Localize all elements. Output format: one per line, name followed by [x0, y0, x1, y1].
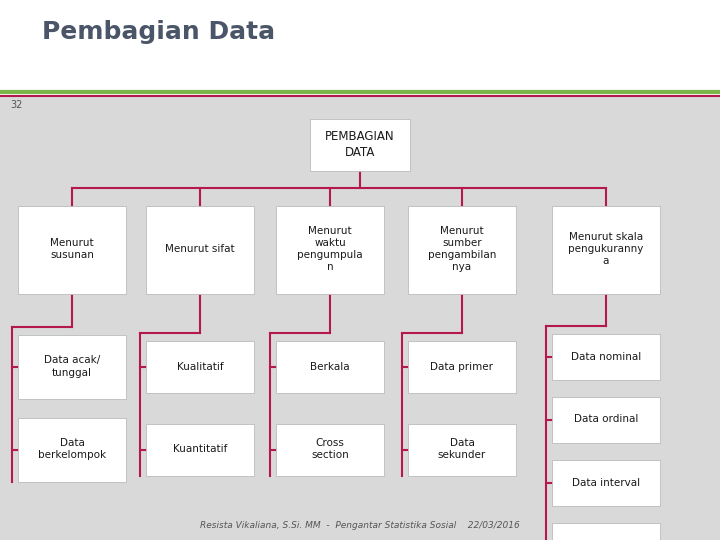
- Text: Data acak/
tunggal: Data acak/ tunggal: [44, 355, 100, 377]
- FancyBboxPatch shape: [408, 423, 516, 476]
- FancyBboxPatch shape: [408, 341, 516, 393]
- FancyBboxPatch shape: [552, 460, 660, 505]
- Text: Kualitatif: Kualitatif: [176, 361, 223, 372]
- FancyBboxPatch shape: [552, 523, 660, 540]
- Text: Menurut skala
pengukuranny
a: Menurut skala pengukuranny a: [568, 233, 644, 267]
- Text: Berkala: Berkala: [310, 361, 350, 372]
- Text: Menurut
waktu
pengumpula
n: Menurut waktu pengumpula n: [297, 226, 363, 273]
- FancyBboxPatch shape: [310, 118, 410, 171]
- Bar: [0, 94, 720, 540]
- Text: Data
sekunder: Data sekunder: [438, 438, 486, 461]
- Text: Menurut sifat: Menurut sifat: [165, 245, 235, 254]
- FancyBboxPatch shape: [18, 206, 126, 294]
- Text: Data primer: Data primer: [431, 361, 493, 372]
- Text: Data interval: Data interval: [572, 477, 640, 488]
- FancyBboxPatch shape: [18, 417, 126, 482]
- FancyBboxPatch shape: [276, 341, 384, 393]
- FancyBboxPatch shape: [552, 206, 660, 294]
- Text: Data ordinal: Data ordinal: [574, 415, 638, 424]
- FancyBboxPatch shape: [18, 334, 126, 399]
- Text: Menurut
susunan: Menurut susunan: [50, 239, 94, 260]
- Text: Menurut
sumber
pengambilan
nya: Menurut sumber pengambilan nya: [428, 226, 496, 273]
- Text: Kuantitatif: Kuantitatif: [173, 444, 228, 455]
- Text: Pembagian Data: Pembagian Data: [42, 20, 275, 44]
- Text: Resista Vikaliana, S.Si. MM  -  Pengantar Statistika Sosial    22/03/2016: Resista Vikaliana, S.Si. MM - Pengantar …: [200, 522, 520, 530]
- FancyBboxPatch shape: [276, 206, 384, 294]
- Text: Data
berkelompok: Data berkelompok: [38, 438, 106, 461]
- FancyBboxPatch shape: [146, 206, 254, 294]
- Text: Cross
section: Cross section: [311, 438, 349, 461]
- Text: 32: 32: [10, 99, 22, 110]
- FancyBboxPatch shape: [552, 396, 660, 442]
- FancyBboxPatch shape: [552, 334, 660, 380]
- Text: PEMBAGIAN
DATA: PEMBAGIAN DATA: [325, 130, 395, 159]
- FancyBboxPatch shape: [146, 423, 254, 476]
- Text: Data nominal: Data nominal: [571, 352, 641, 361]
- FancyBboxPatch shape: [146, 341, 254, 393]
- Bar: [0, 0, 720, 94]
- FancyBboxPatch shape: [276, 423, 384, 476]
- FancyBboxPatch shape: [408, 206, 516, 294]
